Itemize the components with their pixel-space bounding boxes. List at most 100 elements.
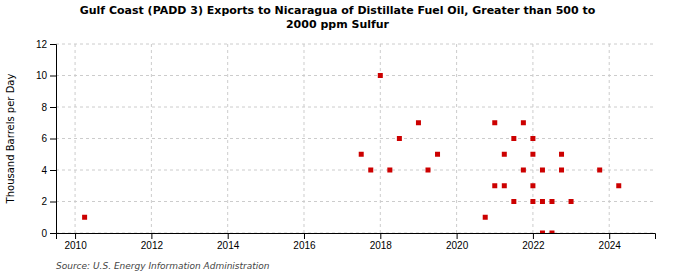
grid-line	[151, 44, 152, 233]
point	[511, 136, 516, 141]
grid-line	[56, 44, 655, 45]
tick-label: 2010	[64, 240, 87, 251]
grid-line	[380, 44, 381, 233]
point	[559, 168, 564, 173]
tick-label: 2012	[141, 240, 164, 251]
tick: 0	[41, 228, 56, 239]
point	[368, 168, 373, 173]
point	[397, 136, 402, 141]
tick-label: 2020	[446, 240, 469, 251]
tick-mark	[228, 233, 229, 239]
point	[540, 168, 545, 173]
tick-mark	[50, 107, 56, 108]
grid-line	[609, 44, 610, 233]
title-line: Gulf Coast (PADD 3) Exports to Nicaragua…	[80, 4, 596, 17]
point	[359, 152, 364, 157]
point	[511, 199, 516, 204]
point	[540, 199, 545, 204]
tick: 4	[41, 165, 56, 176]
tick: 2	[41, 196, 56, 207]
grid-line	[75, 44, 76, 233]
point	[530, 152, 535, 157]
point	[502, 152, 507, 157]
grid-line	[456, 44, 457, 233]
tick: 2022	[522, 233, 545, 251]
point	[492, 183, 497, 188]
title: Gulf Coast (PADD 3) Exports to Nicaragua…	[80, 4, 596, 31]
tick: 2012	[141, 233, 164, 251]
tick-label: 10	[36, 70, 48, 81]
point	[416, 120, 421, 125]
chart: Gulf Coast (PADD 3) Exports to Nicaragua…	[0, 0, 675, 275]
tick-mark	[457, 233, 458, 239]
grid-line	[56, 138, 655, 139]
point	[492, 120, 497, 125]
tick-label: 2	[41, 196, 47, 207]
point	[387, 168, 392, 173]
tick-mark	[50, 170, 56, 171]
point	[521, 120, 526, 125]
tick: 6	[41, 133, 56, 144]
points	[82, 73, 621, 233]
grid-line	[56, 75, 655, 76]
point	[559, 152, 564, 157]
point	[549, 231, 554, 234]
tick: 2016	[293, 233, 316, 251]
tick-label: 4	[41, 165, 47, 176]
tick: 12	[36, 39, 56, 50]
tick-label: 2018	[370, 240, 393, 251]
title-line: 2000 ppm Sulfur	[286, 18, 390, 31]
tick: 2010	[64, 233, 87, 251]
point	[425, 168, 430, 173]
tick: 2020	[446, 233, 469, 251]
tick-mark	[75, 233, 76, 239]
point	[378, 73, 383, 78]
tick-mark	[50, 233, 56, 234]
point	[502, 183, 507, 188]
tick-mark	[533, 233, 534, 239]
tick-label: 0	[41, 228, 47, 239]
grid-line	[56, 170, 655, 171]
tick-mark	[50, 44, 56, 45]
tick-mark	[50, 139, 56, 140]
tick-mark	[50, 76, 56, 77]
point	[569, 199, 574, 204]
tick-mark	[380, 233, 381, 239]
tick-label: 2022	[522, 240, 545, 251]
grid	[56, 44, 655, 233]
annotation: Source: U.S. Energy Information Administ…	[56, 261, 270, 271]
point	[435, 152, 440, 157]
y-axis-label: Thousand Barrels per Day	[5, 74, 16, 205]
tick: 10	[36, 70, 56, 81]
grid-line	[56, 107, 655, 108]
grid-line	[227, 44, 228, 233]
tick-label: 2024	[599, 240, 622, 251]
grid-line	[303, 44, 304, 233]
tick-mark	[50, 202, 56, 203]
tick: 2024	[599, 233, 622, 251]
tick-label: 6	[41, 133, 47, 144]
tick-label: 8	[41, 102, 47, 113]
point	[597, 168, 602, 173]
point	[530, 136, 535, 141]
y-axis: 0 2 4 6 8 10 12	[36, 39, 57, 239]
tick-mark	[304, 233, 305, 239]
tick-label: 2016	[293, 240, 316, 251]
tick-mark	[609, 233, 610, 239]
tick-label: 2014	[217, 240, 240, 251]
tick: 2014	[217, 233, 240, 251]
axis-line	[50, 45, 57, 234]
tick: 8	[41, 102, 56, 113]
point	[82, 215, 87, 220]
point	[530, 199, 535, 204]
point	[549, 199, 554, 204]
tick-label: 12	[36, 39, 48, 50]
grid-line	[56, 201, 655, 202]
axis-line	[57, 234, 656, 240]
point	[540, 231, 545, 234]
point	[616, 183, 621, 188]
tick: 2018	[370, 233, 393, 251]
point	[530, 183, 535, 188]
point	[483, 215, 488, 220]
plot: 2010 2012 2014 2016 2018 2020 2022 2024 0 2 4 6 8 10 1…	[36, 39, 656, 251]
